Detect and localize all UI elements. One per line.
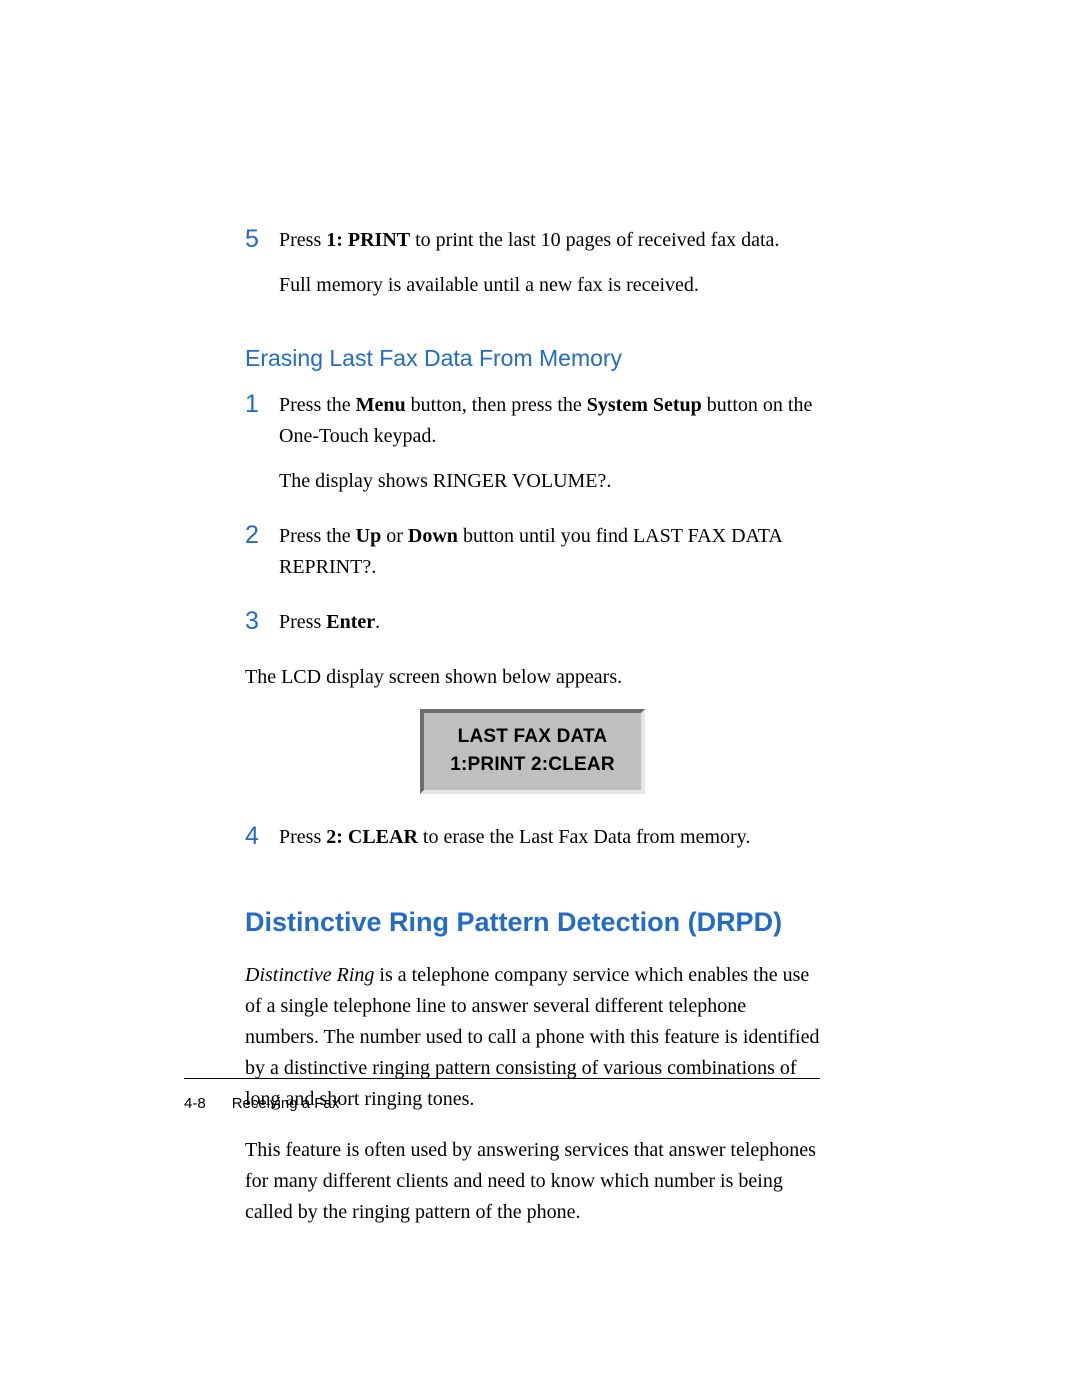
lcd-line-2: 1:PRINT 2:CLEAR (450, 751, 615, 779)
step-text: Press the Up or Down button until you fi… (279, 521, 820, 583)
bold-text: System Setup (587, 394, 702, 416)
text: Press (279, 611, 326, 633)
lcd-display-wrap: LAST FAX DATA 1:PRINT 2:CLEAR (245, 709, 820, 794)
step-number: 5 (245, 225, 279, 254)
bold-text: 2: CLEAR (326, 826, 418, 848)
italic-text: Distinctive Ring (245, 964, 374, 986)
erase-step-1: 1 Press the Menu button, then press the … (245, 390, 820, 511)
step-body: Press the Up or Down button until you fi… (279, 521, 820, 597)
step-number: 2 (245, 521, 279, 550)
text: button, then press the (406, 394, 587, 416)
subsection-heading: Erasing Last Fax Data From Memory (245, 345, 820, 372)
page-number: 4-8 (184, 1095, 206, 1112)
erase-step-3: 3 Press Enter. (245, 607, 820, 652)
after-list-text: The LCD display screen shown below appea… (245, 662, 820, 693)
step-text: Press the Menu button, then press the Sy… (279, 390, 820, 452)
bold-text: 1: PRINT (326, 229, 410, 251)
step-body: Press 2: CLEAR to erase the Last Fax Dat… (279, 822, 750, 867)
text: Press (279, 229, 326, 251)
section-name: Receiving a Fax (232, 1095, 340, 1112)
step-5: 5 Press 1: PRINT to print the last 10 pa… (245, 225, 820, 315)
text: Press the (279, 525, 356, 547)
step-text: Press Enter. (279, 607, 380, 638)
step-number: 1 (245, 390, 279, 419)
body-paragraph: This feature is often used by answering … (245, 1135, 820, 1228)
step-number: 3 (245, 607, 279, 636)
step-body: Press the Menu button, then press the Sy… (279, 390, 820, 511)
bold-text: Up (356, 525, 382, 547)
bold-text: Enter (326, 611, 375, 633)
step-text: Press 2: CLEAR to erase the Last Fax Dat… (279, 822, 750, 853)
text: Press (279, 826, 326, 848)
text: or (381, 525, 408, 547)
step-text: Press 1: PRINT to print the last 10 page… (279, 225, 779, 256)
erase-step-4: 4 Press 2: CLEAR to erase the Last Fax D… (245, 822, 820, 867)
bold-text: Down (408, 525, 458, 547)
section-heading: Distinctive Ring Pattern Detection (DRPD… (245, 907, 820, 938)
page-footer: 4-8 Receiving a Fax (184, 1078, 820, 1112)
text: to erase the Last Fax Data from memory. (418, 826, 750, 848)
step-text: The display shows RINGER VOLUME?. (279, 466, 820, 497)
text: . (375, 611, 380, 633)
lcd-line-1: LAST FAX DATA (450, 723, 615, 751)
step-body: Press 1: PRINT to print the last 10 page… (279, 225, 779, 315)
text: Press the (279, 394, 356, 416)
step-body: Press Enter. (279, 607, 380, 652)
footer-text: 4-8 Receiving a Fax (184, 1079, 820, 1112)
document-page: 5 Press 1: PRINT to print the last 10 pa… (0, 0, 1080, 1397)
step-text: Full memory is available until a new fax… (279, 270, 779, 301)
text: to print the last 10 pages of received f… (410, 229, 779, 251)
bold-text: Menu (356, 394, 406, 416)
lcd-display: LAST FAX DATA 1:PRINT 2:CLEAR (420, 709, 645, 794)
erase-step-2: 2 Press the Up or Down button until you … (245, 521, 820, 597)
step-number: 4 (245, 822, 279, 851)
